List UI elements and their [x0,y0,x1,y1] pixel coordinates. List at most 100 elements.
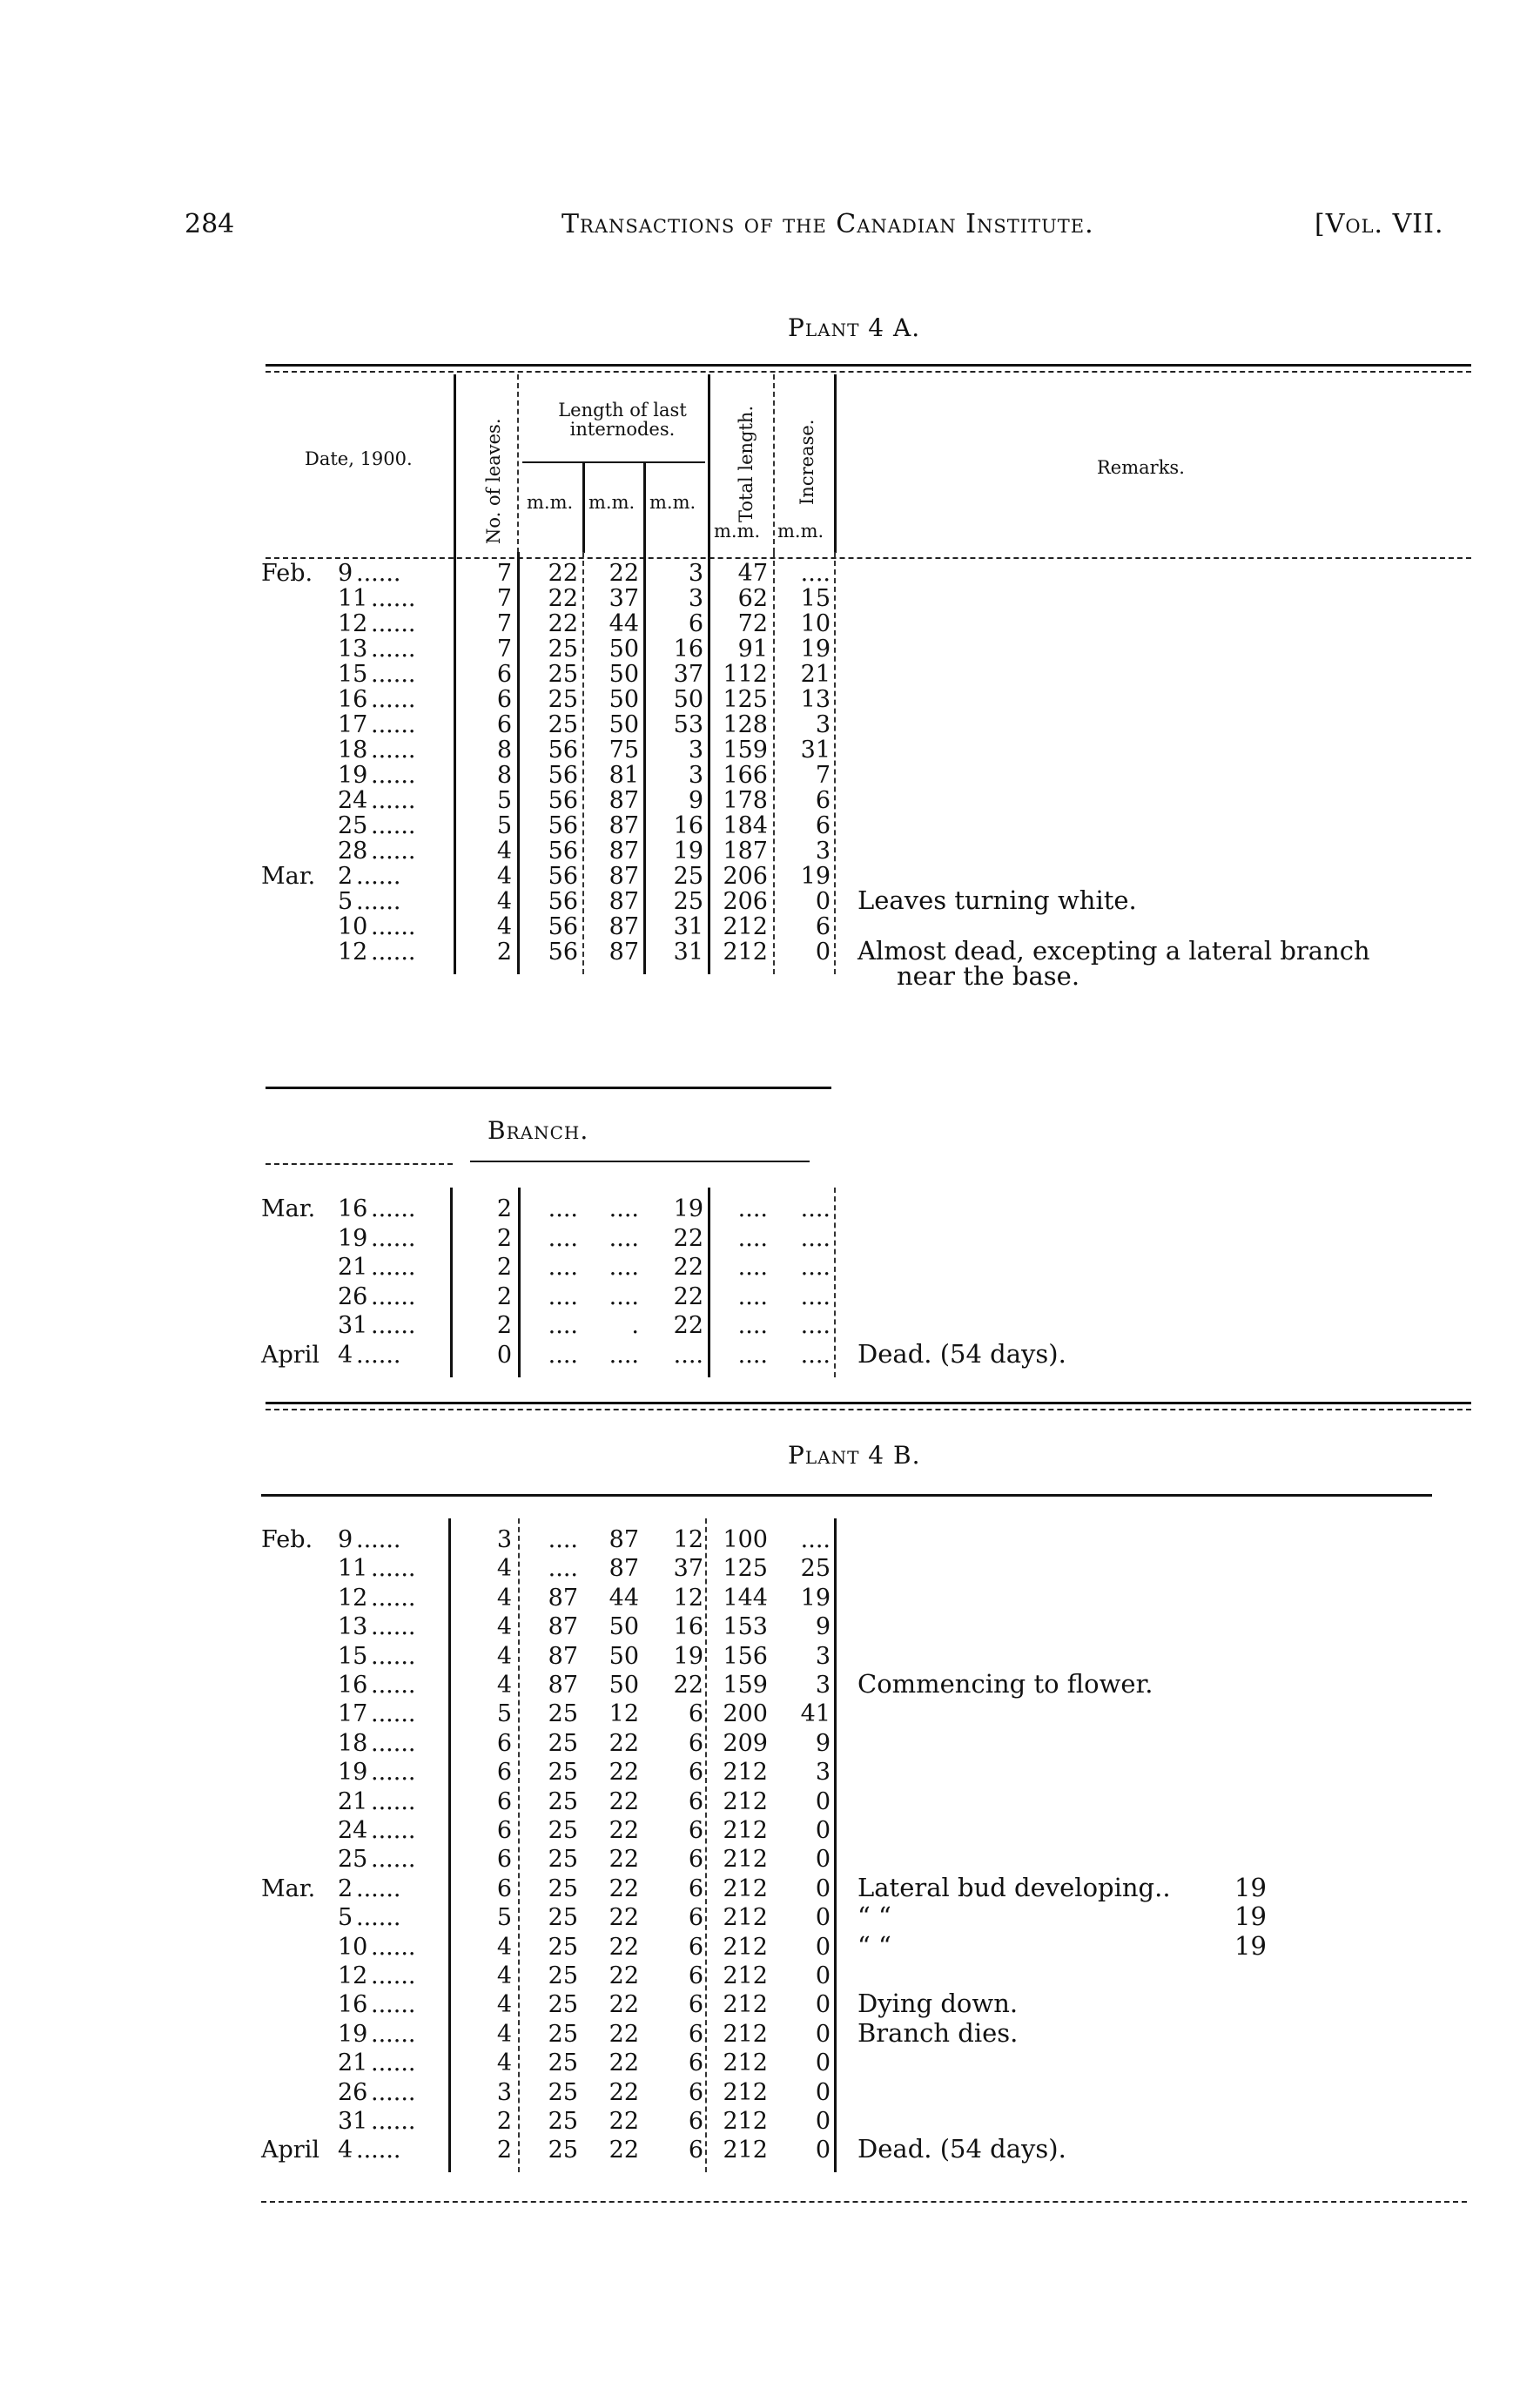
cell-leaves: 7 [496,585,512,612]
date-day: 21 [338,1787,368,1815]
leader-dots: ...... [371,2108,416,2135]
cell-leaves: 5 [496,1700,512,1728]
cell-increase: 13 [800,686,831,713]
cell-leaves: 2 [496,1254,512,1282]
cell-i3: 6 [688,1759,703,1787]
date-day: 16 [338,1991,368,2019]
cell-total: 212 [723,2049,768,2077]
remark: Dead. (54 days). [857,2134,1066,2164]
cell-i1: 56 [548,913,578,940]
cell-total: 212 [723,1991,768,2019]
date-day: 24 [338,1817,368,1844]
cell-leaves: 5 [496,787,512,814]
date-month: Feb. [261,1526,313,1553]
cell-increase: .... [800,560,831,587]
leader-dots: ...... [371,1933,416,1961]
cell-leaves: 4 [496,1555,512,1583]
col-divider [773,374,775,553]
cell-leaves: 4 [496,1642,512,1670]
cell-increase: 0 [815,1817,831,1844]
cell-i1: 25 [548,686,578,713]
cell-i2: 12 [609,1700,639,1728]
cell-i3: 6 [688,2078,703,2106]
cell-leaves: 6 [496,1846,512,1874]
cell-i1: 25 [548,711,578,738]
cell-i3: 6 [688,2049,703,2077]
cell-total: 91 [737,636,768,663]
col-divider [834,1518,837,2173]
cell-total: 212 [723,1904,768,1932]
cell-leaves: 6 [496,1787,512,1815]
cell-i2: .... [609,1224,639,1252]
cell-i2: 50 [609,1613,639,1641]
cell-increase: 0 [815,888,831,915]
cell-total: 209 [723,1729,768,1757]
cell-increase: 0 [815,2049,831,2077]
cell-total: 212 [723,1933,768,1961]
date-day: 25 [338,812,368,839]
cell-i2: 50 [609,1642,639,1670]
cell-i1: .... [548,1282,578,1310]
cell-i2: 50 [609,711,639,738]
cell-total: 62 [737,585,768,612]
cell-i2: 22 [609,1846,639,1874]
cell-i3: 16 [673,1613,703,1641]
cell-total: .... [737,1282,768,1310]
cell-increase: 0 [815,939,831,966]
cell-i1: 25 [548,1991,578,2019]
col-divider [454,374,456,553]
cell-i1: 25 [548,1933,578,1961]
remark: Almost dead, excepting a lateral branch [857,936,1370,966]
cell-i1: 56 [548,787,578,814]
date-day: 2 [338,863,353,890]
cell-total: .... [737,1342,768,1369]
date-day: 12 [338,939,368,966]
date-day: 31 [338,2108,368,2135]
cell-increase: .... [800,1342,831,1369]
cell-increase: 0 [815,1933,831,1961]
running-title: Transactions of the Canadian Institute. [562,209,1094,239]
cell-increase: 31 [800,737,831,764]
date-day: 5 [338,1904,353,1932]
date-month: Feb. [261,560,313,587]
col-divider [708,374,710,553]
cell-increase: 0 [815,2137,831,2164]
date-day: 13 [338,1613,368,1641]
cell-i1: 25 [548,1729,578,1757]
cell-i2: . [631,1312,639,1340]
cell-i1: .... [548,1312,578,1340]
cell-i2: 22 [609,1991,639,2019]
cell-increase: 0 [815,1991,831,2019]
cell-i3: 22 [673,1254,703,1282]
volume-label: [Vol. VII. [1315,209,1444,239]
col-header-total: Total length. [736,405,757,522]
cell-i2: 87 [609,787,639,814]
cell-i2: 87 [609,838,639,865]
cell-i2: 87 [609,939,639,966]
date-day: 12 [338,1962,368,1989]
cell-i1: 56 [548,812,578,839]
cell-i3: 19 [673,1195,703,1222]
leader-dots: ...... [371,1817,416,1844]
rule [261,1494,1432,1497]
cell-i1: 25 [548,636,578,663]
rule [522,461,705,463]
cell-i1: 56 [548,737,578,764]
cell-i3: 6 [688,1962,703,1989]
cell-leaves: 6 [496,1817,512,1844]
cell-i1: 25 [548,1787,578,1815]
col-divider [773,552,775,974]
date-day: 26 [338,1282,368,1310]
cell-increase: 0 [815,1787,831,1815]
col-divider [834,1188,836,1377]
cell-total: 72 [737,610,768,637]
cell-leaves: 4 [496,863,512,890]
cell-total: 212 [723,2108,768,2135]
cell-increase: 3 [815,838,831,865]
cell-i2: 87 [609,888,639,915]
cell-i2: 87 [609,913,639,940]
page-number: 284 [185,209,235,239]
date-day: 15 [338,1642,368,1670]
cell-i1: 56 [548,838,578,865]
cell-i2: 50 [609,661,639,688]
